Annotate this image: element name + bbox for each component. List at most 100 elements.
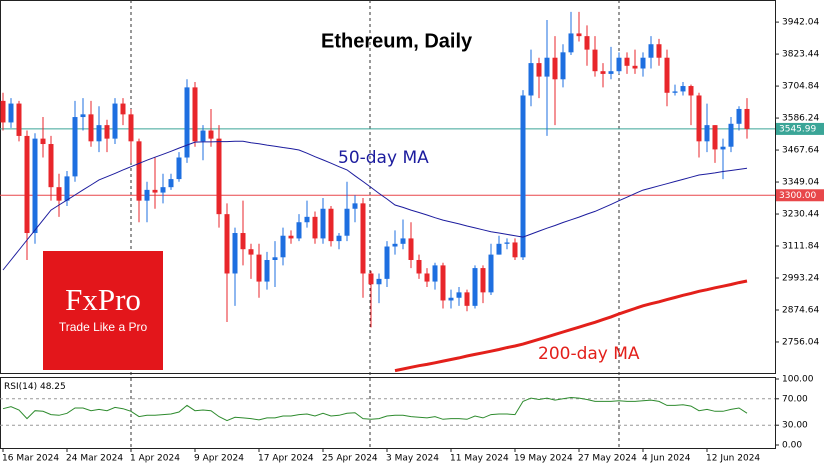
price-label: 3545.99 (779, 124, 816, 134)
candle-body (416, 259, 422, 274)
rsi-tick-label: 30.00 (782, 421, 808, 431)
candle-body (400, 238, 406, 244)
candle-body (728, 123, 734, 147)
candle-body (440, 265, 446, 301)
candle-body (240, 233, 246, 250)
candle-body (296, 222, 302, 239)
candle-body (584, 36, 590, 50)
x-tick-label: 16 Mar 2024 (2, 454, 59, 464)
candle-body (304, 216, 310, 223)
y-tick-label: 3467.64 (782, 146, 819, 156)
candle-body (456, 292, 462, 298)
rsi-panel-frame (0, 377, 776, 449)
brand-tagline: Trade Like a Pro (59, 320, 148, 334)
candle-body (288, 235, 294, 239)
x-tick-label: 9 Apr 2024 (194, 454, 244, 464)
candle-body (672, 91, 678, 93)
candle-body (720, 146, 726, 150)
x-tick-label: 25 Apr 2024 (322, 454, 378, 464)
candle-body (384, 246, 390, 279)
y-tick-label: 2756.04 (782, 337, 819, 347)
price-label-box (776, 189, 824, 202)
y-tick-label: 2993.24 (782, 273, 819, 283)
candle-body (200, 130, 206, 142)
candle-body (120, 103, 126, 115)
rsi-tick-label: 100.00 (782, 375, 814, 385)
candle-body (64, 176, 70, 201)
candle-body (744, 108, 750, 129)
candle-body (576, 33, 582, 37)
candle-body (488, 254, 494, 293)
price-label: 3300.00 (779, 191, 816, 201)
y-tick-label: 3230.44 (782, 210, 819, 220)
candle-body (408, 238, 414, 260)
candle-body (736, 108, 742, 124)
candle-body (136, 141, 142, 201)
y-tick-label: 3704.84 (782, 82, 819, 92)
main-panel-frame (0, 0, 776, 374)
candle-body (432, 265, 438, 282)
candle-body (176, 157, 182, 180)
rsi-plot (0, 396, 775, 426)
candle-body (184, 87, 190, 158)
candle-body (280, 235, 286, 258)
x-tick-label: 17 Apr 2024 (258, 454, 314, 464)
x-tick-label: 11 May 2024 (450, 454, 509, 464)
candle-body (424, 273, 430, 282)
x-tick-label: 3 May 2024 (386, 454, 439, 464)
candle-body (224, 214, 230, 274)
y-tick-label: 3586.24 (782, 114, 819, 124)
candle-body (712, 125, 718, 150)
y-tick-label: 3111.84 (782, 242, 819, 252)
x-tick-label: 24 Mar 2024 (66, 454, 123, 464)
y-tick-label: 3349.04 (782, 178, 819, 188)
candle-body (528, 63, 534, 96)
ma-label: 200-day MA (538, 344, 640, 364)
chart-title: Ethereum, Daily (321, 30, 473, 52)
x-tick-label: 19 May 2024 (514, 454, 573, 464)
candle-body (256, 254, 262, 282)
candle-body (704, 125, 710, 142)
candle-body (88, 114, 94, 142)
price-label-box (776, 122, 824, 135)
rsi-line (2, 396, 748, 422)
candle-body (544, 57, 550, 77)
candle-body (216, 138, 222, 215)
candle-body (272, 257, 278, 260)
candle-body (464, 292, 470, 306)
candle-body (48, 144, 54, 188)
candle-body (656, 44, 662, 58)
x-tick-label: 12 Jun 2024 (706, 454, 760, 464)
ma-label: 50-day MA (338, 148, 429, 168)
candle-body (320, 208, 326, 239)
candle-body (648, 44, 654, 58)
candle-body (328, 208, 334, 242)
rsi-title: RSI(14) 48.25 (4, 382, 66, 392)
candle-body (232, 233, 238, 274)
candle-body (552, 57, 558, 80)
candle-body (0, 100, 6, 123)
candle-body (368, 273, 374, 285)
candle-body (40, 138, 46, 145)
candle-body (56, 187, 62, 201)
candle-body (448, 297, 454, 301)
candle-body (168, 179, 174, 188)
x-tick-label: 1 Apr 2024 (130, 454, 180, 464)
candle-body (616, 57, 622, 72)
candle-body (376, 278, 382, 285)
y-tick-label: 2874.64 (782, 305, 819, 315)
candle-body (336, 235, 342, 242)
candle-body (152, 189, 158, 193)
candle-body (352, 203, 358, 209)
candle-body (360, 203, 366, 274)
ma-line (2, 140, 748, 271)
candle-body (24, 135, 30, 234)
candle-body (192, 87, 198, 142)
candle-body (472, 268, 478, 306)
brand-name: FxPro (65, 282, 141, 317)
rsi-last-value: 48.25 (40, 382, 66, 392)
candle-body (568, 33, 574, 53)
candle-body (208, 130, 214, 139)
candle-body (624, 57, 630, 66)
